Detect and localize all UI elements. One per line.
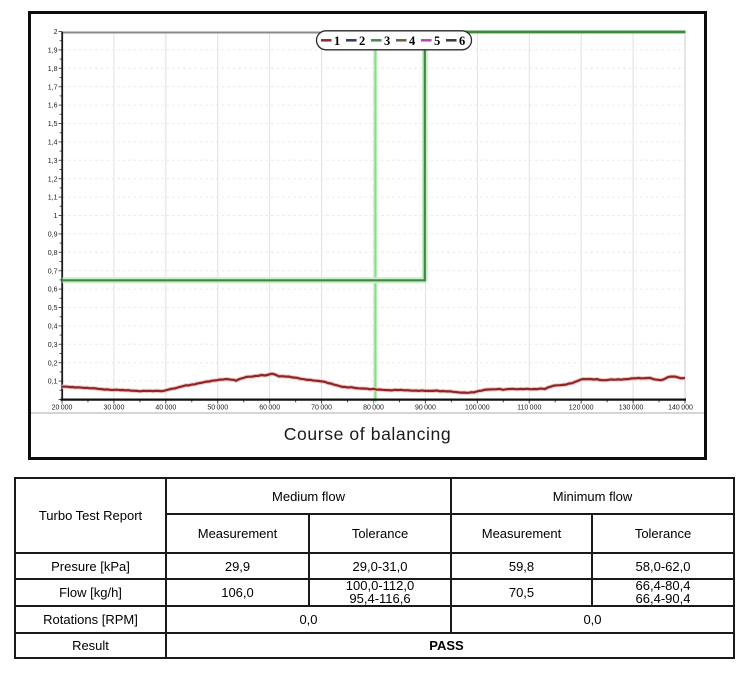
- svg-text:70 000: 70 000: [311, 405, 332, 412]
- svg-text:0,8: 0,8: [48, 250, 58, 257]
- svg-text:1,8: 1,8: [48, 66, 58, 73]
- svg-text:1,7: 1,7: [48, 84, 58, 91]
- svg-text:1,9: 1,9: [48, 48, 58, 55]
- svg-text:1,6: 1,6: [48, 103, 58, 110]
- svg-text:1,4: 1,4: [48, 140, 58, 147]
- svg-text:1: 1: [54, 213, 58, 220]
- svg-text:0,5: 0,5: [48, 305, 58, 312]
- svg-text:0,2: 0,2: [48, 360, 58, 367]
- svg-text:1,5: 1,5: [48, 121, 58, 128]
- svg-text:40 000: 40 000: [155, 405, 176, 412]
- svg-text:0,9: 0,9: [48, 232, 58, 239]
- svg-text:110 000: 110 000: [517, 405, 541, 412]
- svg-text:100 000: 100 000: [465, 405, 490, 412]
- svg-text:1,1: 1,1: [48, 195, 58, 202]
- svg-text:6: 6: [459, 34, 465, 48]
- svg-text:140 000: 140 000: [668, 405, 693, 412]
- svg-text:50 000: 50 000: [207, 405, 228, 412]
- svg-text:60 000: 60 000: [259, 405, 280, 412]
- svg-text:30 000: 30 000: [103, 405, 124, 412]
- svg-text:1,3: 1,3: [48, 158, 58, 165]
- svg-text:20 000: 20 000: [52, 405, 73, 412]
- svg-text:2: 2: [359, 34, 365, 48]
- svg-text:90 000: 90 000: [415, 405, 436, 412]
- svg-text:0,6: 0,6: [48, 287, 58, 294]
- svg-text:1,2: 1,2: [48, 176, 58, 183]
- svg-text:0,3: 0,3: [48, 342, 58, 349]
- svg-text:4: 4: [409, 34, 416, 48]
- svg-text:0,1: 0,1: [48, 379, 58, 386]
- svg-text:3: 3: [384, 34, 390, 48]
- svg-text:1: 1: [334, 34, 340, 48]
- svg-text:120 000: 120 000: [569, 405, 594, 412]
- svg-text:130 000: 130 000: [619, 405, 644, 412]
- svg-text:Course of balancing: Course of balancing: [284, 424, 452, 444]
- svg-text:0,4: 0,4: [48, 324, 58, 331]
- svg-text:5: 5: [434, 34, 440, 48]
- svg-text:0,7: 0,7: [48, 268, 58, 275]
- svg-text:2: 2: [54, 29, 58, 36]
- svg-text:80 000: 80 000: [363, 405, 384, 412]
